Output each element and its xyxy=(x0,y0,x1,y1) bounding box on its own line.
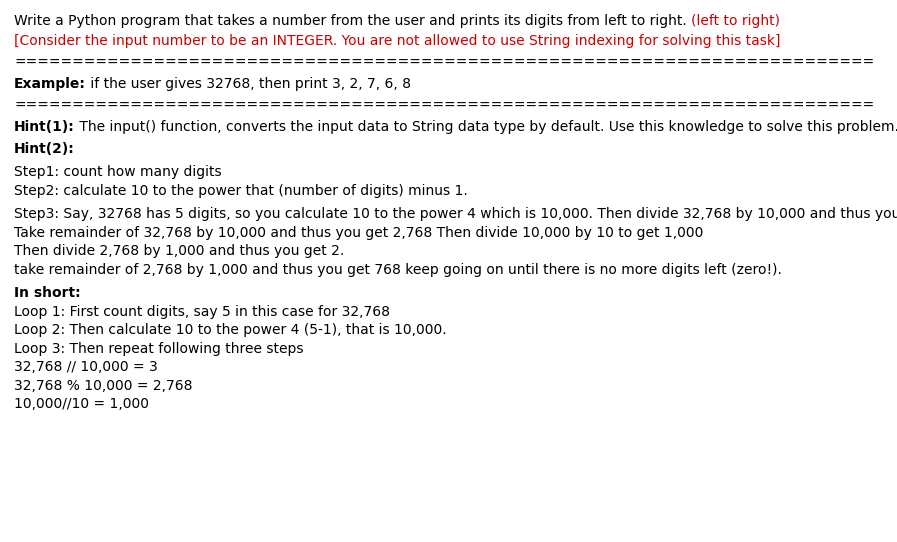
Text: Step3: Say, 32768 has 5 digits, so you calculate 10 to the power 4 which is 10,0: Step3: Say, 32768 has 5 digits, so you c… xyxy=(14,207,897,221)
Text: take remainder of 2,768 by 1,000 and thus you get 768 keep going on until there : take remainder of 2,768 by 1,000 and thu… xyxy=(14,263,782,276)
Text: Loop 3: Then repeat following three steps: Loop 3: Then repeat following three step… xyxy=(14,341,303,356)
Text: 32,768 // 10,000 = 3: 32,768 // 10,000 = 3 xyxy=(14,360,158,374)
Text: Example:: Example: xyxy=(14,78,86,92)
Text: [Consider the input number to be an INTEGER. You are not allowed to use String i: [Consider the input number to be an INTE… xyxy=(14,35,780,48)
Text: Loop 1: First count digits, say 5 in this case for 32,768: Loop 1: First count digits, say 5 in thi… xyxy=(14,305,390,319)
Text: Step1: count how many digits: Step1: count how many digits xyxy=(14,165,222,179)
Text: if the user gives 32768, then print 3, 2, 7, 6, 8: if the user gives 32768, then print 3, 2… xyxy=(86,78,411,92)
Text: Hint(2):: Hint(2): xyxy=(14,141,74,156)
Text: (left to right): (left to right) xyxy=(691,14,780,28)
Text: Loop 2: Then calculate 10 to the power 4 (5-1), that is 10,000.: Loop 2: Then calculate 10 to the power 4… xyxy=(14,323,447,337)
Text: Take remainder of 32,768 by 10,000 and thus you get 2,768 Then divide 10,000 by : Take remainder of 32,768 by 10,000 and t… xyxy=(14,225,703,240)
Text: The input() function, converts the input data to String data type by default. Us: The input() function, converts the input… xyxy=(74,120,897,134)
Text: ==========================================================================: ========================================… xyxy=(14,99,875,113)
Text: Write a Python program that takes a number from the user and prints its digits f: Write a Python program that takes a numb… xyxy=(14,14,691,28)
Text: 10,000//10 = 1,000: 10,000//10 = 1,000 xyxy=(14,397,149,411)
Text: Then divide 2,768 by 1,000 and thus you get 2.: Then divide 2,768 by 1,000 and thus you … xyxy=(14,244,344,258)
Text: 32,768 % 10,000 = 2,768: 32,768 % 10,000 = 2,768 xyxy=(14,379,193,392)
Text: Step2: calculate 10 to the power that (number of digits) minus 1.: Step2: calculate 10 to the power that (n… xyxy=(14,184,467,198)
Text: In short:: In short: xyxy=(14,286,81,300)
Text: Hint(1):: Hint(1): xyxy=(14,120,74,134)
Text: ==========================================================================: ========================================… xyxy=(14,56,875,70)
